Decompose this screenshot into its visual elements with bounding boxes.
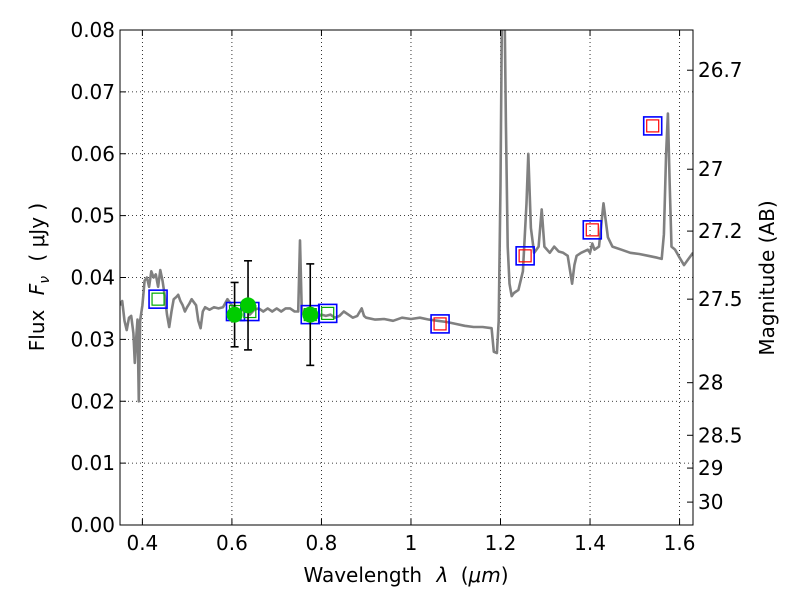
model-box-inner — [321, 306, 335, 320]
model-flux-box — [642, 116, 663, 136]
grid-lines — [120, 29, 693, 526]
observed-point — [226, 281, 243, 348]
model-box-outer — [642, 116, 663, 136]
sed-model-line — [120, 30, 693, 403]
magnitude-tick-label: 26.7 — [698, 58, 743, 82]
model-box-inner — [151, 292, 165, 306]
model-flux-box — [582, 220, 603, 240]
model-box-inner — [433, 317, 447, 331]
sed-line-layer — [120, 30, 693, 403]
model-flux-box — [148, 289, 168, 309]
x-axis-label-close: ) — [501, 563, 509, 587]
magnitude-tick-label: 29 — [698, 456, 723, 480]
x-tick-label: 1.4 — [574, 531, 606, 555]
y-tick-label: 0.08 — [70, 18, 115, 42]
magnitude-axis-label: Magnitude (AB) — [755, 200, 779, 355]
model-flux-box — [515, 246, 535, 266]
y-tick-label: 0.02 — [70, 389, 115, 413]
x-tick-label: 1.2 — [485, 531, 517, 555]
magnitude-tick-label: 27 — [698, 157, 723, 181]
model-box-outer — [515, 246, 535, 266]
observed-point — [240, 259, 257, 351]
magnitude-tick-label: 27.5 — [698, 287, 743, 311]
y-axis-label-text: Flux — [25, 309, 49, 351]
magnitude-tick-label: 28 — [698, 371, 723, 395]
observed-flux-marker — [302, 306, 319, 323]
model-box-outer — [430, 314, 450, 334]
y-tick-label: 0.05 — [70, 204, 115, 228]
observed-flux-marker — [240, 297, 257, 314]
x-axis-label-unit: μm — [468, 563, 501, 587]
model-flux-box — [317, 303, 338, 324]
x-axis-label-symbol: λ — [435, 563, 448, 587]
observed-point-layer — [226, 259, 319, 367]
magnitude-tick-label: 28.5 — [698, 423, 743, 447]
model-box-outer — [148, 289, 168, 309]
y-axis-label-symbol: F — [25, 283, 49, 295]
x-tick-label: 0.4 — [126, 531, 158, 555]
y-axis-label-subscript: ν — [37, 276, 53, 284]
x-axis-ticks: 0.4 0.6 0.8 1 1.2 1.4 1.6 — [126, 30, 695, 555]
magnitude-axis-ticks: 26.7 27 27.2 27.5 28 28.5 29 30 — [687, 58, 743, 514]
model-box-inner — [518, 249, 532, 263]
x-axis-label: Wavelength λ (μm) — [303, 563, 508, 587]
y-axis-label: Flux Fν ( μJy ) — [25, 203, 54, 351]
magnitude-tick-label: 27.2 — [698, 219, 743, 243]
x-tick-label: 1.6 — [664, 531, 696, 555]
x-tick-label: 1 — [405, 531, 418, 555]
model-box-outer — [317, 303, 338, 324]
y-tick-label: 0.04 — [70, 266, 115, 290]
y-tick-label: 0.01 — [70, 451, 115, 475]
y-tick-label: 0.00 — [70, 513, 115, 537]
model-box-inner — [585, 223, 599, 237]
model-box-inner — [646, 119, 660, 133]
observed-flux-marker — [226, 306, 243, 323]
y-axis-ticks: 0.00 0.01 0.02 0.03 0.04 0.05 0.06 0.07 0.08 — [70, 18, 126, 537]
observed-point — [302, 263, 319, 367]
magnitude-tick-label: 30 — [698, 490, 723, 514]
x-tick-label: 0.8 — [306, 531, 338, 555]
y-tick-label: 0.06 — [70, 142, 115, 166]
x-axis-label-open: ( — [461, 563, 469, 587]
y-axis-label-unit: ( μJy ) — [25, 203, 49, 262]
model-flux-box — [430, 314, 450, 334]
y-tick-label: 0.07 — [70, 80, 115, 104]
y-tick-label: 0.03 — [70, 327, 115, 351]
x-axis-label-text: Wavelength — [303, 563, 422, 587]
model-box-outer — [582, 220, 603, 240]
x-tick-label: 0.6 — [216, 531, 248, 555]
